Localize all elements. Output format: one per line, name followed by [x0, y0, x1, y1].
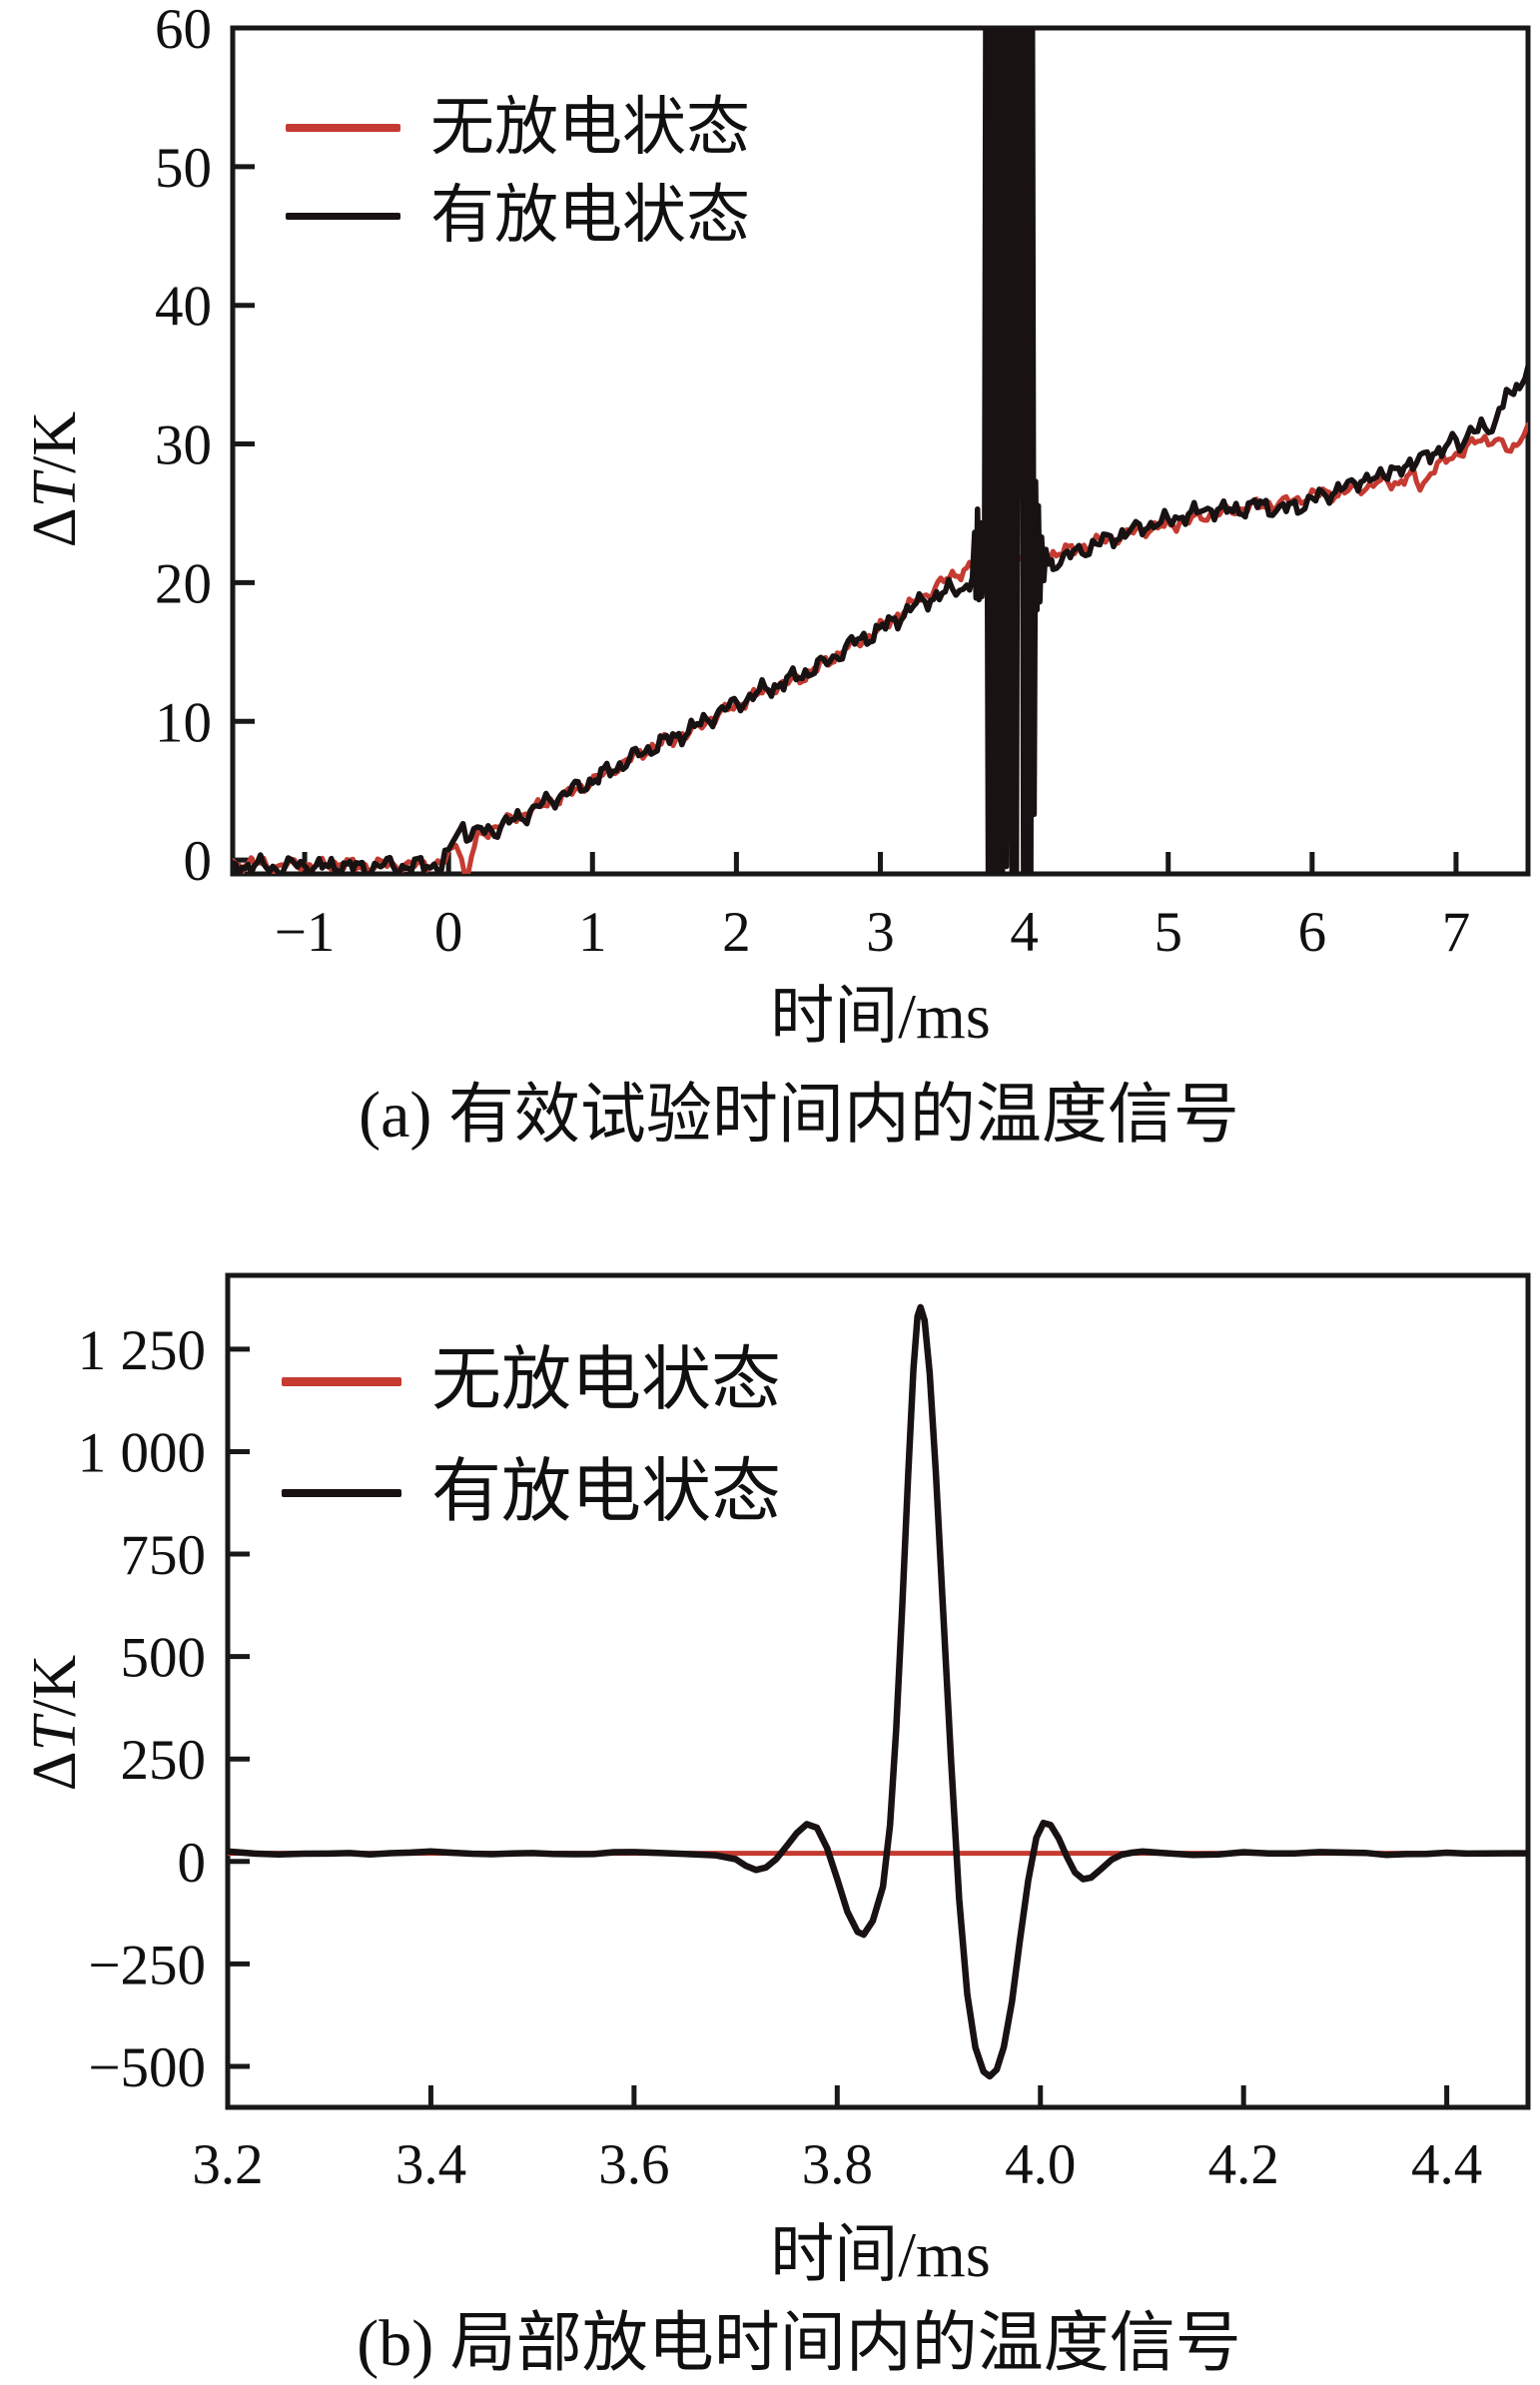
legend-label: 无放电状态 [430, 92, 750, 163]
chart-b-legend-no-discharge: 无放电状态 [282, 1346, 781, 1416]
x-tick-label: 5 [1154, 901, 1182, 964]
legend-label: 有放电状态 [430, 180, 750, 251]
chart-a: −1 0 1 2 3 4 5 6 7 0 10 20 30 40 50 60 [155, 0, 1531, 964]
unit-kelvin: /K [21, 1654, 89, 1717]
legend-line-black-icon [282, 1489, 401, 1497]
y-tick-label: 500 [121, 1627, 207, 1690]
delta-symbol: Δ [21, 1751, 89, 1792]
unit-kelvin: /K [21, 410, 89, 473]
series-discharge-b [228, 1303, 1528, 2080]
x-tick-label: 7 [1442, 901, 1471, 964]
legend-label: 有放电状态 [431, 1454, 781, 1531]
x-tick-label: 3.4 [395, 2133, 466, 2196]
chart-a-tick-labels: −1 0 1 2 3 4 5 6 7 0 10 20 30 40 50 60 [155, 0, 1470, 964]
x-tick-label: 4.2 [1208, 2133, 1279, 2196]
chart-a-y-axis-label: ΔT/K [20, 320, 100, 639]
y-tick-label: 0 [178, 1832, 207, 1895]
legend-line-red-icon [286, 124, 400, 132]
chart-b-x-axis-label: 时间/ms [770, 2219, 991, 2290]
y-tick-label: −250 [88, 1934, 206, 1996]
chart-b-ticks [225, 1346, 1450, 2107]
legend-label: 无放电状态 [431, 1342, 781, 1419]
x-tick-label: −1 [275, 901, 336, 964]
y-tick-label: 1 250 [78, 1319, 206, 1382]
x-tick-label: 6 [1298, 901, 1327, 964]
y-tick-label: 40 [155, 276, 212, 339]
chart-b-caption: (b) 局部放电时间内的温度信号 [357, 2307, 1241, 2380]
x-tick-label: 3 [866, 901, 895, 964]
x-tick-label: 4.0 [1005, 2133, 1076, 2196]
chart-b: 3.2 3.4 3.6 3.8 4.0 4.2 4.4 1 250 1 000 750 500 250… [78, 1272, 1531, 2196]
x-tick-label: 4 [1010, 901, 1039, 964]
y-tick-label: 20 [155, 552, 212, 615]
x-tick-label: 3.8 [802, 2133, 873, 2196]
y-tick-label: 30 [155, 414, 212, 477]
x-tick-label: 1 [578, 901, 607, 964]
x-tick-label: 3.2 [192, 2133, 263, 2196]
x-tick-label: 0 [434, 901, 463, 964]
y-tick-label: 60 [155, 0, 212, 61]
y-tick-label: 10 [155, 691, 212, 754]
chart-a-legend-discharge: 有放电状态 [286, 184, 750, 248]
delta-symbol: Δ [21, 507, 89, 548]
chart-a-caption: (a) 有效试验时间内的温度信号 [359, 1079, 1239, 1152]
y-tick-label: 0 [184, 830, 213, 893]
x-tick-label: 4.4 [1411, 2133, 1482, 2196]
chart-b-tick-labels: 3.2 3.4 3.6 3.8 4.0 4.2 4.4 1 250 1 000 750 500 250… [78, 1319, 1483, 2196]
y-tick-label: 1 000 [78, 1421, 206, 1484]
legend-line-red-icon [282, 1376, 401, 1386]
x-tick-label: 2 [722, 901, 751, 964]
y-tick-label: 250 [121, 1729, 207, 1792]
y-tick-label: 50 [155, 137, 212, 200]
chart-a-legend-no-discharge: 无放电状态 [286, 96, 750, 160]
legend-line-black-icon [286, 212, 400, 220]
chart-b-frame [225, 1272, 1531, 2110]
temperature-symbol: T [21, 1716, 89, 1752]
chart-b-legend-discharge: 有放电状态 [282, 1458, 781, 1528]
temperature-symbol: T [21, 472, 89, 508]
y-tick-label: −500 [88, 2036, 206, 2099]
series-discharge-a [233, 28, 1528, 874]
y-tick-label: 750 [121, 1524, 207, 1587]
x-tick-label: 3.6 [598, 2133, 669, 2196]
chart-b-y-axis-label: ΔT/K [20, 1563, 100, 1883]
chart-a-x-axis-label: 时间/ms [770, 981, 991, 1052]
